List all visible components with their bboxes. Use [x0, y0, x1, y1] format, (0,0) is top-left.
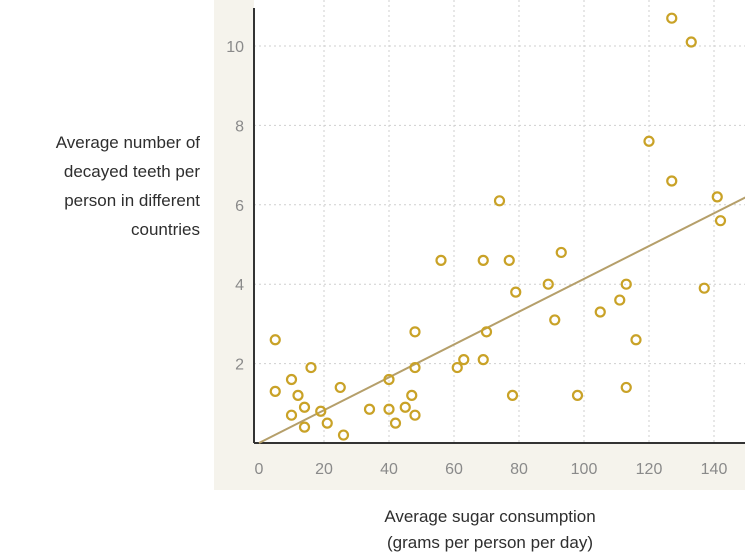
- data-point: [409, 361, 421, 374]
- data-point: [480, 326, 493, 338]
- data-point: [643, 135, 655, 147]
- x-tick-label: 20: [315, 461, 333, 478]
- y-axis-label: Average number of decayed teeth per pers…: [55, 133, 200, 239]
- data-point: [334, 381, 346, 394]
- y-tick-label: 6: [235, 198, 244, 215]
- data-point: [285, 373, 298, 386]
- data-point: [337, 429, 350, 441]
- x-tick-label: 0: [255, 461, 264, 478]
- data-point: [383, 403, 395, 415]
- data-point: [383, 373, 395, 386]
- data-point: [571, 389, 584, 401]
- data-point: [698, 282, 710, 294]
- data-point: [714, 215, 727, 227]
- data-point: [409, 326, 421, 338]
- data-point: [711, 191, 723, 203]
- data-point: [298, 421, 311, 433]
- x-tick-label: 120: [636, 461, 663, 478]
- y-tick-label: 8: [235, 118, 244, 135]
- data-point: [305, 361, 317, 374]
- data-point: [477, 254, 489, 266]
- data-point: [630, 334, 642, 346]
- data-point: [321, 417, 333, 429]
- data-point: [506, 389, 519, 401]
- plot-area: [254, 0, 745, 443]
- data-point: [685, 36, 697, 48]
- x-tick-label: 140: [701, 461, 728, 478]
- y-tick-label: 2: [235, 357, 244, 374]
- data-point: [451, 361, 463, 374]
- data-point: [298, 401, 311, 413]
- data-point: [542, 278, 554, 290]
- data-point: [363, 403, 376, 415]
- data-point: [285, 409, 298, 421]
- data-point: [269, 385, 281, 397]
- x-tick-label: 100: [571, 461, 598, 478]
- data-point: [389, 417, 402, 429]
- data-point: [614, 294, 626, 306]
- x-axis-label: Average sugar consumption (grams per per…: [384, 507, 596, 552]
- data-point: [399, 401, 411, 413]
- data-point: [458, 354, 470, 366]
- data-point: [510, 286, 522, 298]
- data-point: [620, 278, 632, 290]
- data-point: [493, 195, 506, 207]
- data-point: [666, 175, 678, 187]
- y-tick-label: 4: [235, 277, 244, 294]
- data-point: [406, 389, 418, 401]
- trend-line: [258, 196, 745, 444]
- data-point: [549, 314, 561, 326]
- data-point: [435, 254, 447, 266]
- data-point: [292, 389, 304, 401]
- data-point: [620, 381, 632, 394]
- data-point: [503, 254, 515, 266]
- y-tick-label: 10: [226, 39, 244, 56]
- data-point: [477, 354, 489, 366]
- x-tick-label: 80: [510, 461, 528, 478]
- data-point: [594, 306, 606, 318]
- data-point: [409, 409, 421, 421]
- x-tick-label: 40: [380, 461, 398, 478]
- data-point: [555, 246, 567, 259]
- x-tick-label: 60: [445, 461, 463, 478]
- data-point: [269, 334, 281, 346]
- data-point: [666, 12, 678, 24]
- data-point: [315, 405, 327, 417]
